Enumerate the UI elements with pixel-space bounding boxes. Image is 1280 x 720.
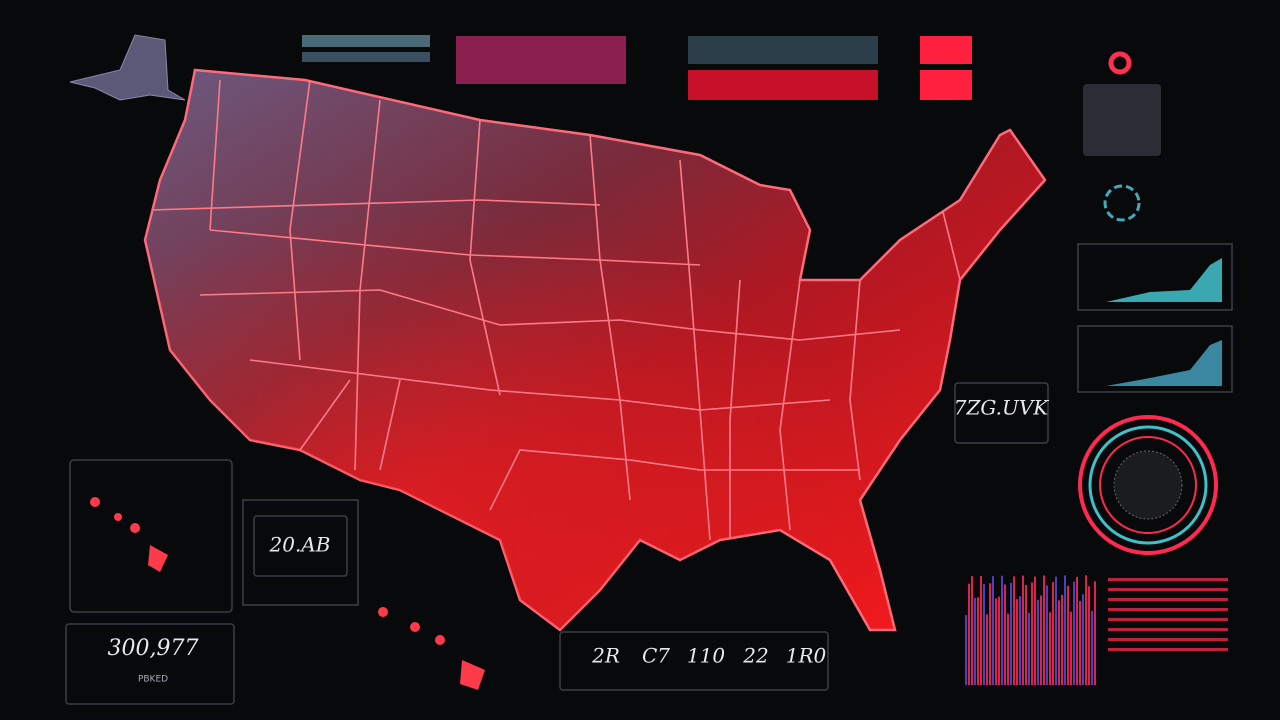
spectrum-bar [983,584,985,685]
stats-panel [559,631,829,691]
state-borders [149,79,961,541]
spectrum-bar [1073,581,1075,685]
spectrum-bar [995,598,997,685]
spectrum-bar [980,575,982,685]
spectrum-bar [1010,582,1012,685]
spectrum-bar [1022,575,1024,685]
spectrum-bar [1049,612,1051,685]
stat-value: 22 [742,644,768,668]
spectrum-bar [1043,575,1045,685]
alaska [69,34,186,101]
spectrum-bar [1028,612,1030,685]
stats: 2R C7 110 22 1R0 [591,644,826,668]
spectrum-bar [1079,601,1081,685]
spectrum-bar [1052,582,1054,685]
spectrum-bar [974,597,976,685]
spectrum-bar [1031,582,1033,685]
legend-line [1108,598,1228,601]
readout: 7ZG.UVK [954,396,1050,420]
spectrum-bar [1058,600,1060,685]
spectrum-bar [1091,610,1093,685]
spectrum-bar [989,583,991,685]
stat-value: C7 [642,644,670,668]
spectrum-bar [1067,585,1069,685]
spectrum-bar [1013,576,1015,685]
spectrum-bar [1040,595,1042,685]
readout: 300,977 [108,636,199,661]
legend-line [1108,608,1228,611]
readout-panel [954,382,1049,444]
legend-line [1108,588,1228,591]
spectrum-bar [1046,585,1048,685]
legend-line [1108,618,1228,621]
readout-panel [242,499,359,606]
spectrum-bar [1001,575,1003,685]
legend-line [1108,638,1228,641]
legend-line [1108,648,1228,651]
spectrum-bar [1082,594,1084,685]
readout-panel [253,515,348,577]
spectrum-bar [1076,576,1078,685]
spectrum-bar [1037,599,1039,685]
spectrum-bar [1094,581,1096,685]
spectrum-bar [1070,611,1072,685]
spectrum-bar [1088,586,1090,685]
spectrum-bar [971,576,973,685]
stat-value: 110 [687,644,725,668]
spectrum-bar [1034,576,1036,685]
spectrum-bar [977,597,979,685]
spectrum-bar [1085,575,1087,685]
top-indicators [302,35,972,100]
legend-line [1108,578,1228,581]
spectrum-bar [1004,584,1006,685]
spectrum-bar [998,596,1000,685]
spectrum-bar [965,615,967,685]
spectrum-bar [986,614,988,685]
readout-panel [65,623,235,705]
hawaii-inset [90,497,485,690]
hawaii-panel [69,459,233,613]
right-panels [965,51,1233,685]
spectrum-bar [1061,594,1063,685]
spectrum-bar [968,583,970,685]
stat-value: 1R0 [786,644,827,668]
stat-value: 2R [591,644,620,668]
spectrum-bar [1064,575,1066,685]
spectrum-bar [1007,613,1009,685]
readout: 20.AB [269,533,331,557]
spectrum-bar [1019,596,1021,685]
readout-caption: PBKED [138,675,168,685]
legend-line [1108,628,1228,631]
spectrum-bar [1016,599,1018,685]
spectrum-bar [992,576,994,685]
spectrum-bar [1055,576,1057,685]
spectrum-bar [1025,584,1027,685]
